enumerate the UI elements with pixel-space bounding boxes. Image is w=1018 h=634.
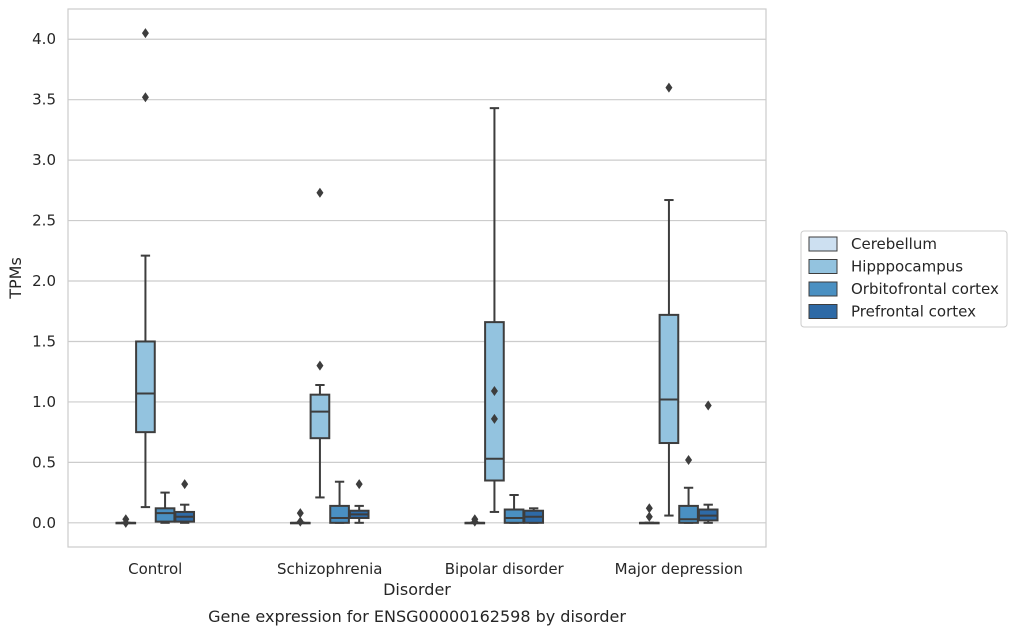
outlier-point bbox=[296, 516, 304, 527]
outlier-point bbox=[296, 508, 304, 519]
y-tick-label: 2.0 bbox=[32, 272, 56, 290]
y-axis: 0.0 0.5 1.0 1.5 2.0 2.5 3.0 3.5 4.0 bbox=[32, 30, 56, 532]
box-0-1 bbox=[289, 508, 311, 527]
box-1-1 bbox=[309, 187, 331, 499]
box-2-3 bbox=[678, 454, 699, 524]
y-axis-title: TPMs bbox=[6, 257, 25, 300]
outlier-point bbox=[316, 360, 324, 371]
box-2-2 bbox=[503, 494, 525, 524]
plot-frame bbox=[67, 8, 767, 548]
y-tick-label: 2.5 bbox=[32, 212, 56, 230]
box-0-2 bbox=[464, 514, 486, 527]
y-tick-label: 1.0 bbox=[32, 393, 56, 411]
legend-frame bbox=[800, 230, 1008, 328]
box-3-2 bbox=[523, 507, 545, 524]
outlier-point bbox=[490, 386, 498, 397]
legend-swatch bbox=[808, 281, 838, 297]
box-iqr bbox=[503, 508, 525, 524]
legend-swatch bbox=[808, 304, 838, 319]
x-tick-label: Major depression bbox=[615, 560, 743, 578]
box-iqr bbox=[658, 313, 680, 445]
plot-area bbox=[115, 28, 719, 528]
legend-label: Hipppocampus bbox=[851, 258, 963, 276]
outlier-point bbox=[704, 400, 712, 411]
box-2-0 bbox=[154, 491, 176, 524]
outlier-point bbox=[685, 454, 693, 465]
y-tick-label: 3.0 bbox=[32, 151, 56, 169]
y-tick-label: 3.5 bbox=[32, 91, 56, 109]
box-3-3 bbox=[697, 400, 719, 524]
box-iqr bbox=[484, 321, 505, 482]
outlier-point bbox=[141, 92, 149, 103]
x-axis: Control Schizophrenia Bipolar disorder Majo… bbox=[128, 560, 743, 578]
box-0-3 bbox=[638, 503, 660, 525]
outlier-point bbox=[141, 28, 149, 39]
legend: Cerebellum Hipppocampus Orbitofrontal cort… bbox=[800, 230, 1008, 328]
outlier-point bbox=[355, 479, 363, 490]
chart-caption: Gene expression for ENSG00000162598 by d… bbox=[208, 607, 626, 626]
y-tick-label: 1.5 bbox=[32, 332, 56, 350]
box-iqr bbox=[135, 340, 156, 434]
outlier-point bbox=[645, 503, 653, 514]
legend-label: Orbitofrontal cortex bbox=[851, 280, 999, 298]
x-tick-label: Bipolar disorder bbox=[445, 560, 565, 578]
box-3-0 bbox=[174, 479, 196, 524]
box-iqr bbox=[154, 507, 176, 523]
outlier-point bbox=[665, 82, 673, 93]
box-0-0 bbox=[115, 514, 137, 528]
box-2-1 bbox=[329, 480, 350, 524]
box-1-2 bbox=[484, 107, 505, 513]
legend-label: Prefrontal cortex bbox=[851, 303, 976, 321]
y-tick-label: 4.0 bbox=[32, 30, 56, 48]
legend-label: Cerebellum bbox=[851, 235, 937, 253]
x-axis-title: Disorder bbox=[383, 580, 451, 599]
outlier-point bbox=[471, 516, 479, 527]
outlier-point bbox=[490, 413, 498, 424]
x-tick-label: Schizophrenia bbox=[277, 560, 382, 578]
y-tick-label: 0.5 bbox=[32, 453, 56, 471]
box-1-3 bbox=[658, 82, 680, 517]
legend-swatch bbox=[808, 259, 838, 274]
x-tick-label: Control bbox=[128, 560, 182, 578]
box-iqr bbox=[329, 504, 350, 524]
legend-swatch bbox=[808, 236, 838, 252]
y-tick-label: 0.0 bbox=[32, 514, 56, 532]
box-3-1 bbox=[348, 479, 370, 524]
outlier-point bbox=[122, 517, 130, 528]
box-iqr bbox=[309, 393, 331, 440]
box-iqr bbox=[678, 504, 699, 524]
outlier-point bbox=[645, 511, 653, 522]
grid-lines bbox=[68, 38, 766, 524]
outlier-point bbox=[316, 187, 324, 198]
outlier-point bbox=[181, 479, 189, 490]
box-1-0 bbox=[135, 28, 156, 509]
